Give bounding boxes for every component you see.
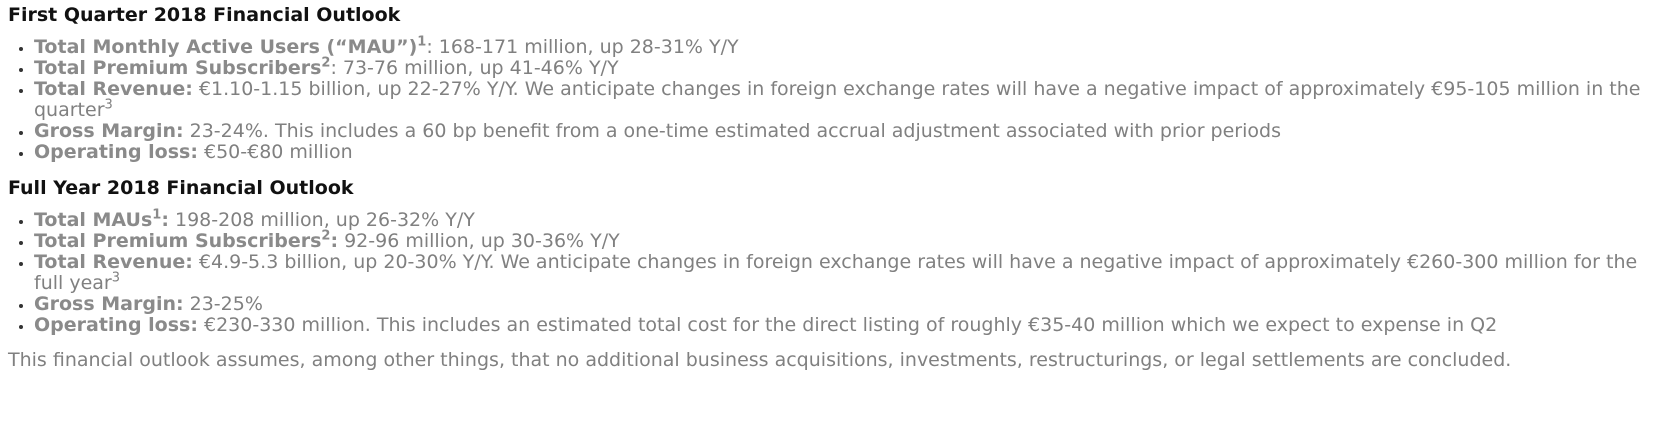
list-item: Total Revenue: €4.9-5.3 billion, up 20-3… [34, 252, 1669, 294]
list-item: Total Premium Subscribers2: 92-96 millio… [34, 228, 1669, 252]
item-label: Operating loss: [34, 314, 198, 336]
list-item: Gross Margin: 23-24%. This includes a 60… [34, 121, 1669, 142]
q1-outlook-list: Total Monthly Active Users (“MAU”)1: 168… [8, 34, 1669, 163]
list-item: Total Premium Subscribers2: 73-76 millio… [34, 55, 1669, 79]
item-label: Gross Margin: [34, 293, 184, 315]
item-label: Total Monthly Active Users (“MAU”)1 [34, 34, 427, 58]
item-label: Gross Margin: [34, 120, 184, 142]
q1-outlook-title: First Quarter 2018 Financial Outlook [8, 4, 401, 26]
item-label: Total Revenue: [34, 78, 193, 100]
item-label: Operating loss: [34, 141, 198, 163]
fy-outlook-list: Total MAUs1: 198-208 million, up 26-32% … [8, 207, 1669, 336]
item-label: Total MAUs1: [34, 207, 169, 231]
list-item: Total Revenue: €1.10-1.15 billion, up 22… [34, 79, 1669, 121]
list-item: Gross Margin: 23-25% [34, 294, 1669, 315]
outlook-assumptions-note: This financial outlook assumes, among ot… [8, 349, 1512, 371]
item-label: Total Revenue: [34, 251, 193, 273]
list-item: Total MAUs1: 198-208 million, up 26-32% … [34, 207, 1669, 231]
fy-outlook-title: Full Year 2018 Financial Outlook [8, 177, 354, 199]
item-label: Total Premium Subscribers2: [34, 228, 339, 252]
list-item: Operating loss: €50-€80 million [34, 142, 1669, 163]
item-label: Total Premium Subscribers2 [34, 55, 331, 79]
list-item: Total Monthly Active Users (“MAU”)1: 168… [34, 34, 1669, 58]
list-item: Operating loss: €230-330 million. This i… [34, 315, 1669, 336]
